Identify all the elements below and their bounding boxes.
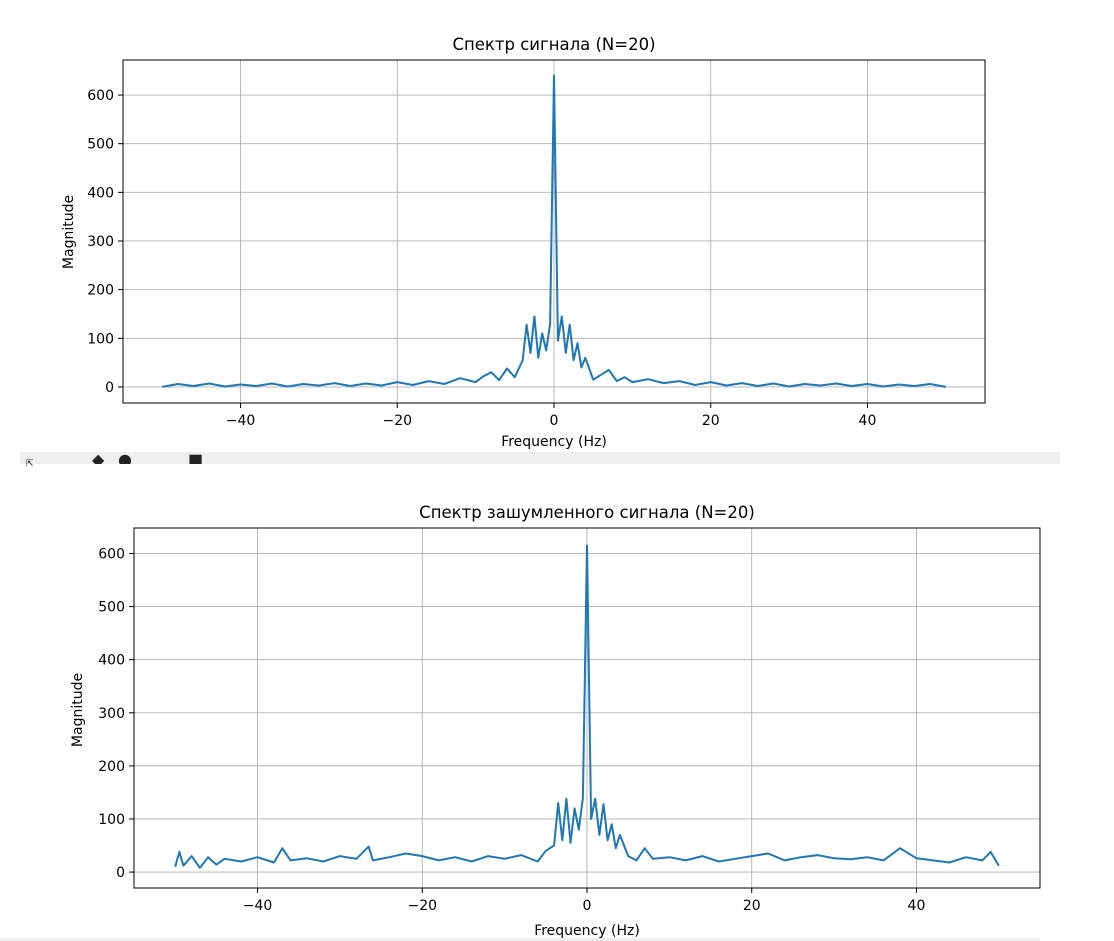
y-axis-label: Magnitude [61,195,77,269]
series-line [162,74,946,388]
x-tick-label: 40 [859,413,877,429]
y-tick-label: 200 [87,283,114,299]
series-line [174,544,1000,869]
y-tick-label: 0 [105,380,114,396]
zoom-icon[interactable]: ◆ [92,452,105,464]
x-tick-label: −40 [226,413,256,429]
bottom-toolbar-edge [0,938,1040,941]
y-tick-label: 300 [87,234,114,250]
y-tick-label: 100 [87,331,114,347]
chart-title: Спектр зашумленного сигнала (N=20) [419,503,755,522]
x-tick-label: −20 [382,413,412,429]
figure-toolbar: ⇱ ◆ ● ■ [20,452,1060,468]
x-tick-label: −20 [407,898,437,914]
x-tick-label: 40 [908,898,926,914]
x-tick-label: 20 [743,898,761,914]
home-icon[interactable]: ● [118,452,132,464]
spectrum-line [162,74,946,388]
grid-lines [123,60,985,403]
y-tick-label: 400 [98,653,125,669]
x-axis-label: Frequency (Hz) [501,434,607,450]
y-tick-label: 600 [87,88,114,104]
save-icon[interactable]: ■ [188,452,204,464]
x-tick-label: 20 [702,413,720,429]
move-icon[interactable]: ⇱ [26,459,34,468]
chart-title: Спектр сигнала (N=20) [452,35,655,54]
x-tick-label: 0 [583,898,592,914]
y-tick-label: 600 [98,546,125,562]
x-tick-label: 0 [550,413,559,429]
y-tick-label: 0 [116,865,125,881]
y-axis-label: Magnitude [70,673,86,747]
y-tick-label: 500 [87,137,114,153]
y-tick-label: 500 [98,600,125,616]
x-tick-label: −40 [243,898,273,914]
y-tick-label: 300 [98,706,125,722]
y-tick-label: 100 [98,812,125,828]
x-axis-label: Frequency (Hz) [534,923,640,939]
y-tick-label: 400 [87,185,114,201]
y-tick-label: 200 [98,759,125,775]
spectrum-line [174,544,1000,869]
